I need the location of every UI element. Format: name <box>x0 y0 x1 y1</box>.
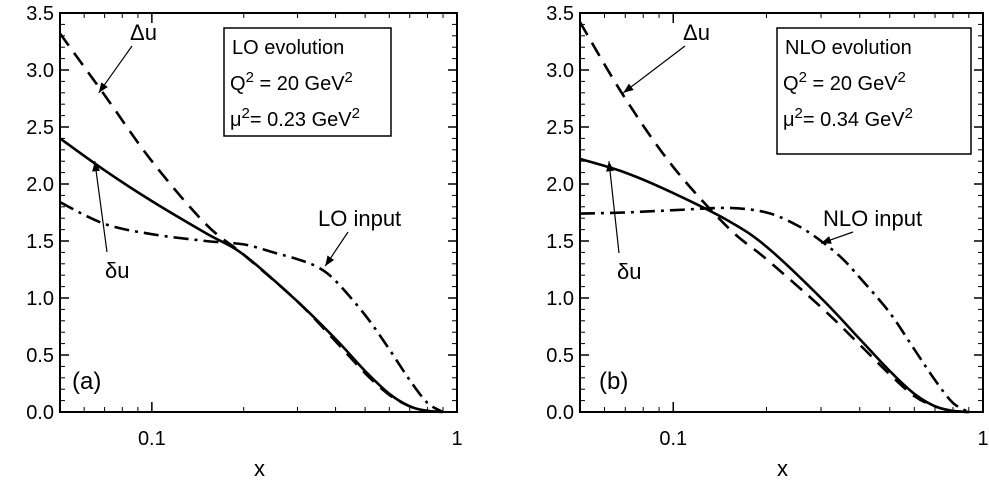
series-line <box>579 206 970 414</box>
y-tick-label: 2.5 <box>546 117 574 139</box>
y-tick-label: 0.5 <box>26 345 54 367</box>
y-tick-label: 2.0 <box>546 174 574 196</box>
legend-line-mu2: μ2= 0.23 GeV2 <box>230 105 360 132</box>
y-tick-label: 0.0 <box>26 402 54 424</box>
y-tick-label: 3.5 <box>546 3 574 25</box>
y-tick-label: 1.0 <box>546 288 574 310</box>
y-tick-label: 2.0 <box>26 174 54 196</box>
y-tick-label: 1.0 <box>26 288 54 310</box>
series-annotation: Δu <box>130 20 157 45</box>
panel-a: 0.0 0.5 1.0 1.5 2.0 2.5 3.0 3.5 0.1 1 x Δu δu LO inpu… <box>26 3 462 481</box>
series-line <box>579 157 969 414</box>
y-tick-label: 2.5 <box>26 117 54 139</box>
panel-b: 0.0 0.5 1.0 1.5 2.0 2.5 3.0 3.5 0.1 1 x Δu δu NLO inp… <box>546 3 988 481</box>
legend-line-q2: Q2 = 20 GeV2 <box>230 69 353 96</box>
y-tick-label: 1.5 <box>26 231 54 253</box>
series-annotation: LO input <box>318 206 401 231</box>
legend-box <box>223 27 392 137</box>
annotation-arrow-line <box>608 161 620 254</box>
panel-label: (b) <box>599 368 628 395</box>
annotation-arrow-line <box>622 45 686 94</box>
y-tick-label: 3.0 <box>546 60 574 82</box>
legend-line-mu2: μ2= 0.34 GeV2 <box>783 105 913 132</box>
legend-line-q2: Q2 = 20 GeV2 <box>783 69 906 96</box>
y-tick-label: 3.0 <box>26 60 54 82</box>
x-tick-label: 1 <box>977 428 988 450</box>
x-axis-label: x <box>254 456 265 481</box>
plot-frame <box>59 12 458 413</box>
annotation-arrow-head <box>821 236 832 244</box>
legend-box <box>776 27 972 155</box>
series-line <box>59 137 444 414</box>
series-annotation: δu <box>617 259 641 284</box>
series-annotation: NLO input <box>823 206 922 231</box>
y-tick-label: 3.5 <box>26 3 54 25</box>
legend-line-title: NLO evolution <box>785 37 912 59</box>
panel-label: (a) <box>72 368 101 395</box>
annotation-arrow-head <box>606 161 615 172</box>
annotation-arrow-line <box>94 161 108 253</box>
legend-line-title: LO evolution <box>232 37 344 59</box>
series-annotation: Δu <box>683 20 710 45</box>
annotation-arrow-head <box>325 255 335 267</box>
annotation-arrow-head <box>98 82 108 93</box>
series-annotation: δu <box>105 258 129 283</box>
y-tick-label: 1.5 <box>546 231 574 253</box>
x-axis-label: x <box>777 456 788 481</box>
annotation-arrow-head <box>623 83 634 93</box>
y-tick-label: 0.0 <box>546 402 574 424</box>
x-tick-label: 0.1 <box>138 428 166 450</box>
y-tick-label: 0.5 <box>546 345 574 367</box>
series-line <box>59 201 444 414</box>
x-tick-label: 0.1 <box>659 428 687 450</box>
x-tick-label: 1 <box>451 428 462 450</box>
annotation-arrow-head <box>92 161 101 172</box>
